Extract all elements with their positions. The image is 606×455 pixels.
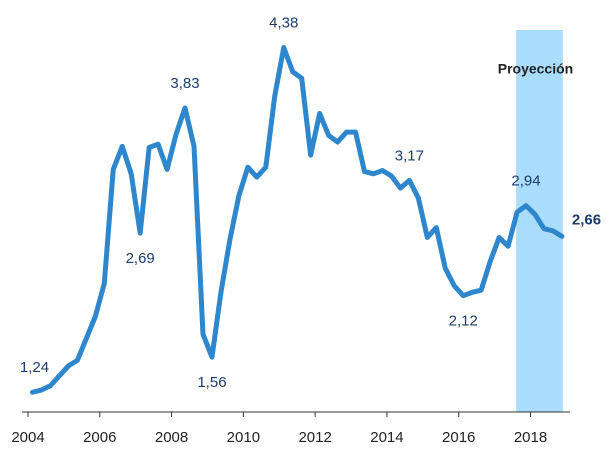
- data-label: 2,66: [572, 211, 601, 228]
- data-label: 2,69: [126, 250, 155, 267]
- x-tick-label: 2006: [83, 429, 116, 446]
- data-label: 1,24: [20, 359, 49, 376]
- data-label: 4,38: [269, 15, 298, 32]
- data-line: [29, 45, 565, 395]
- x-tick-label: 2014: [370, 429, 403, 446]
- x-tick-label: 2010: [227, 429, 260, 446]
- data-label: 3,17: [395, 147, 424, 164]
- x-tick-label: 2018: [514, 429, 547, 446]
- projection-label: Proyección: [498, 61, 573, 77]
- x-tick-label: 2008: [155, 429, 188, 446]
- data-label: 2,12: [449, 313, 478, 330]
- data-label: 3,83: [170, 75, 199, 92]
- x-tick-label: 2004: [11, 429, 44, 446]
- x-tick-label: 2012: [298, 429, 331, 446]
- data-label: 1,56: [197, 374, 226, 391]
- x-tick-label: 2016: [442, 429, 475, 446]
- data-label: 2,94: [511, 173, 540, 190]
